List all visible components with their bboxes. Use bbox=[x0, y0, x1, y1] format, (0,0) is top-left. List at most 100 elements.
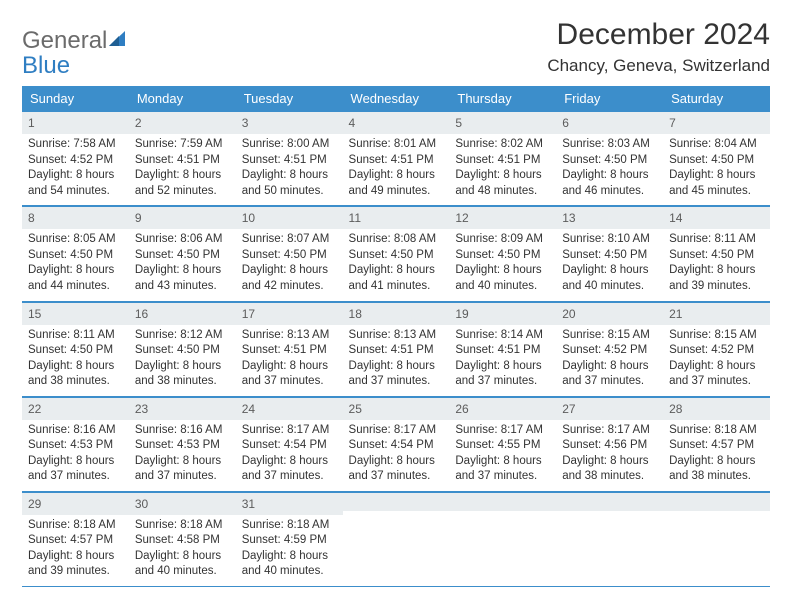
sunrise-line-label: Sunrise: bbox=[28, 424, 70, 436]
sunrise-line-label: Sunrise: bbox=[135, 138, 177, 150]
daylight-line-label: Daylight: bbox=[28, 455, 73, 467]
day-info: Sunrise: 8:17 AMSunset: 4:54 PMDaylight:… bbox=[242, 423, 337, 485]
sunset-line-label: Sunset: bbox=[562, 344, 601, 356]
sunset-line: Sunset: 4:50 PM bbox=[562, 153, 657, 169]
sunset-line-value: 4:50 PM bbox=[177, 249, 220, 261]
day-info: Sunrise: 8:11 AMSunset: 4:50 PMDaylight:… bbox=[669, 232, 764, 294]
sunset-line: Sunset: 4:51 PM bbox=[242, 153, 337, 169]
day-info: Sunrise: 8:18 AMSunset: 4:59 PMDaylight:… bbox=[242, 518, 337, 580]
sunrise-line: Sunrise: 8:06 AM bbox=[135, 232, 230, 248]
sunrise-line-value: 8:12 AM bbox=[180, 329, 222, 341]
sunset-line: Sunset: 4:50 PM bbox=[135, 248, 230, 264]
sunrise-line: Sunrise: 8:13 AM bbox=[349, 328, 444, 344]
sunrise-line-value: 7:58 AM bbox=[73, 138, 115, 150]
sunset-line-value: 4:55 PM bbox=[498, 439, 541, 451]
weekday-header: Thursday bbox=[449, 86, 556, 111]
calendar-day-cell: 5Sunrise: 8:02 AMSunset: 4:51 PMDaylight… bbox=[449, 111, 556, 206]
day-info: Sunrise: 8:12 AMSunset: 4:50 PMDaylight:… bbox=[135, 328, 230, 390]
sunset-line: Sunset: 4:51 PM bbox=[242, 343, 337, 359]
daylight-line-label: Daylight: bbox=[242, 264, 287, 276]
day-number: 10 bbox=[242, 211, 255, 225]
sunset-line-value: 4:52 PM bbox=[604, 344, 647, 356]
sunset-line-label: Sunset: bbox=[242, 439, 281, 451]
sunset-line-label: Sunset: bbox=[28, 249, 67, 261]
sunset-line-label: Sunset: bbox=[242, 249, 281, 261]
day-info: Sunrise: 8:18 AMSunset: 4:57 PMDaylight:… bbox=[28, 518, 123, 580]
sunset-line: Sunset: 4:51 PM bbox=[455, 153, 550, 169]
calendar-day-cell: 22Sunrise: 8:16 AMSunset: 4:53 PMDayligh… bbox=[22, 397, 129, 492]
calendar-day-cell: 10 Sunrise: 8:07 AMSunset: 4:50 PMDayligh… bbox=[236, 206, 343, 301]
sunrise-line-label: Sunrise: bbox=[669, 233, 711, 245]
sunset-line-value: 4:50 PM bbox=[177, 344, 220, 356]
sunset-line-label: Sunset: bbox=[242, 534, 281, 546]
sunrise-line-label: Sunrise: bbox=[349, 138, 391, 150]
sunrise-line: Sunrise: 8:11 AM bbox=[28, 328, 123, 344]
sunrise-line-label: Sunrise: bbox=[669, 424, 711, 436]
sunset-line: Sunset: 4:50 PM bbox=[455, 248, 550, 264]
sunset-line-value: 4:52 PM bbox=[711, 344, 754, 356]
sunset-line-label: Sunset: bbox=[28, 344, 67, 356]
daylight-line: Daylight: 8 hours and 40 minutes. bbox=[135, 549, 230, 580]
sunset-line-label: Sunset: bbox=[455, 154, 494, 166]
sunrise-line-label: Sunrise: bbox=[242, 233, 284, 245]
day-number: 1 bbox=[28, 116, 35, 130]
sunset-line-value: 4:50 PM bbox=[70, 249, 113, 261]
sunset-line-label: Sunset: bbox=[669, 249, 708, 261]
day-info: Sunrise: 8:06 AMSunset: 4:50 PMDaylight:… bbox=[135, 232, 230, 294]
sunset-line-value: 4:51 PM bbox=[498, 154, 541, 166]
calendar-day-cell: 25Sunrise: 8:17 AMSunset: 4:54 PMDayligh… bbox=[343, 397, 450, 492]
sunrise-line: Sunrise: 8:11 AM bbox=[669, 232, 764, 248]
sunrise-line-label: Sunrise: bbox=[242, 519, 284, 531]
day-number: 3 bbox=[242, 116, 249, 130]
day-number: 13 bbox=[562, 211, 575, 225]
sunrise-line-label: Sunrise: bbox=[135, 519, 177, 531]
daylight-line: Daylight: 8 hours and 54 minutes. bbox=[28, 168, 123, 199]
sunset-line-value: 4:54 PM bbox=[391, 439, 434, 451]
sunrise-line: Sunrise: 8:14 AM bbox=[455, 328, 550, 344]
daylight-line-label: Daylight: bbox=[349, 264, 394, 276]
day-info: Sunrise: 8:07 AMSunset: 4:50 PMDaylight:… bbox=[242, 232, 337, 294]
daylight-line-label: Daylight: bbox=[28, 169, 73, 181]
day-number: 20 bbox=[562, 307, 575, 321]
daylight-line: Daylight: 8 hours and 37 minutes. bbox=[242, 359, 337, 390]
sunrise-line: Sunrise: 8:16 AM bbox=[28, 423, 123, 439]
sunrise-line-value: 8:01 AM bbox=[394, 138, 436, 150]
sunset-line-value: 4:57 PM bbox=[70, 534, 113, 546]
month-title: December 2024 bbox=[547, 18, 770, 52]
daylight-line: Daylight: 8 hours and 37 minutes. bbox=[562, 359, 657, 390]
daylight-line-label: Daylight: bbox=[135, 550, 180, 562]
sunset-line-value: 4:51 PM bbox=[177, 154, 220, 166]
daylight-line-label: Daylight: bbox=[562, 360, 607, 372]
sunset-line-value: 4:51 PM bbox=[391, 154, 434, 166]
sunrise-line: Sunrise: 8:12 AM bbox=[135, 328, 230, 344]
sunset-line-label: Sunset: bbox=[242, 344, 281, 356]
daylight-line: Daylight: 8 hours and 38 minutes. bbox=[135, 359, 230, 390]
sunrise-line-value: 8:17 AM bbox=[394, 424, 436, 436]
sunset-line-value: 4:53 PM bbox=[177, 439, 220, 451]
daylight-line: Daylight: 8 hours and 37 minutes. bbox=[242, 454, 337, 485]
sunrise-line-label: Sunrise: bbox=[455, 329, 497, 341]
sunrise-line: Sunrise: 8:10 AM bbox=[562, 232, 657, 248]
sunrise-line-value: 8:03 AM bbox=[608, 138, 650, 150]
sunrise-line: Sunrise: 8:01 AM bbox=[349, 137, 444, 153]
daylight-line-label: Daylight: bbox=[562, 169, 607, 181]
sunrise-line-label: Sunrise: bbox=[28, 233, 70, 245]
sunset-line: Sunset: 4:53 PM bbox=[28, 438, 123, 454]
day-number: 31 bbox=[242, 497, 255, 511]
sunset-line-value: 4:50 PM bbox=[70, 344, 113, 356]
sunrise-line-label: Sunrise: bbox=[242, 138, 284, 150]
sunset-line-value: 4:50 PM bbox=[604, 249, 647, 261]
sunset-line-label: Sunset: bbox=[562, 439, 601, 451]
day-info: Sunrise: 8:17 AMSunset: 4:55 PMDaylight:… bbox=[455, 423, 550, 485]
calendar-week-row: 15Sunrise: 8:11 AMSunset: 4:50 PMDayligh… bbox=[22, 302, 770, 397]
weekday-header: Sunday bbox=[22, 86, 129, 111]
calendar-day-cell: 9Sunrise: 8:06 AMSunset: 4:50 PMDaylight… bbox=[129, 206, 236, 301]
day-number: 5 bbox=[455, 116, 462, 130]
calendar-day-cell: 31 Sunrise: 8:18 AMSunset: 4:59 PMDayligh… bbox=[236, 492, 343, 587]
daylight-line: Daylight: 8 hours and 37 minutes. bbox=[349, 359, 444, 390]
calendar-day-cell: 1Sunrise: 7:58 AMSunset: 4:52 PMDaylight… bbox=[22, 111, 129, 206]
sunset-line: Sunset: 4:50 PM bbox=[562, 248, 657, 264]
sunrise-line: Sunrise: 8:17 AM bbox=[455, 423, 550, 439]
sunrise-line: Sunrise: 8:03 AM bbox=[562, 137, 657, 153]
sunrise-line-value: 8:13 AM bbox=[287, 329, 329, 341]
